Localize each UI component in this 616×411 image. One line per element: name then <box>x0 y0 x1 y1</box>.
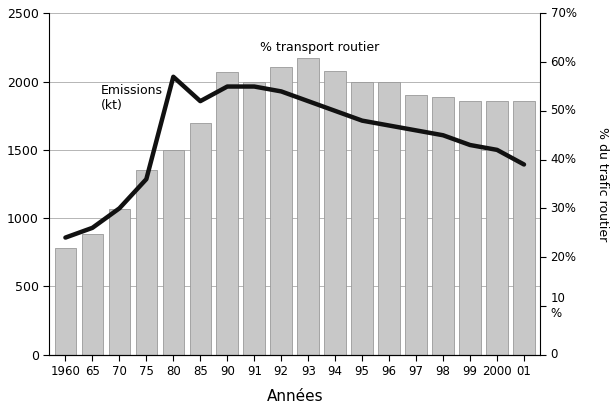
Bar <box>216 72 238 355</box>
Bar <box>190 122 211 355</box>
Bar <box>486 101 508 355</box>
X-axis label: Années: Années <box>266 389 323 404</box>
Bar <box>136 170 157 355</box>
Bar <box>460 101 481 355</box>
Bar <box>325 71 346 355</box>
Text: Emissions
(kt): Emissions (kt) <box>100 84 163 112</box>
Y-axis label: % du trafic routier: % du trafic routier <box>596 127 609 241</box>
Bar <box>432 97 454 355</box>
Bar <box>163 150 184 355</box>
Text: % transport routier: % transport routier <box>260 41 379 54</box>
Bar <box>81 234 103 355</box>
Bar <box>405 95 427 355</box>
Bar <box>243 82 265 355</box>
Bar <box>108 208 130 355</box>
Bar <box>351 82 373 355</box>
Bar <box>270 67 292 355</box>
Bar <box>298 58 319 355</box>
Bar <box>513 101 535 355</box>
Bar <box>378 82 400 355</box>
Bar <box>55 248 76 355</box>
